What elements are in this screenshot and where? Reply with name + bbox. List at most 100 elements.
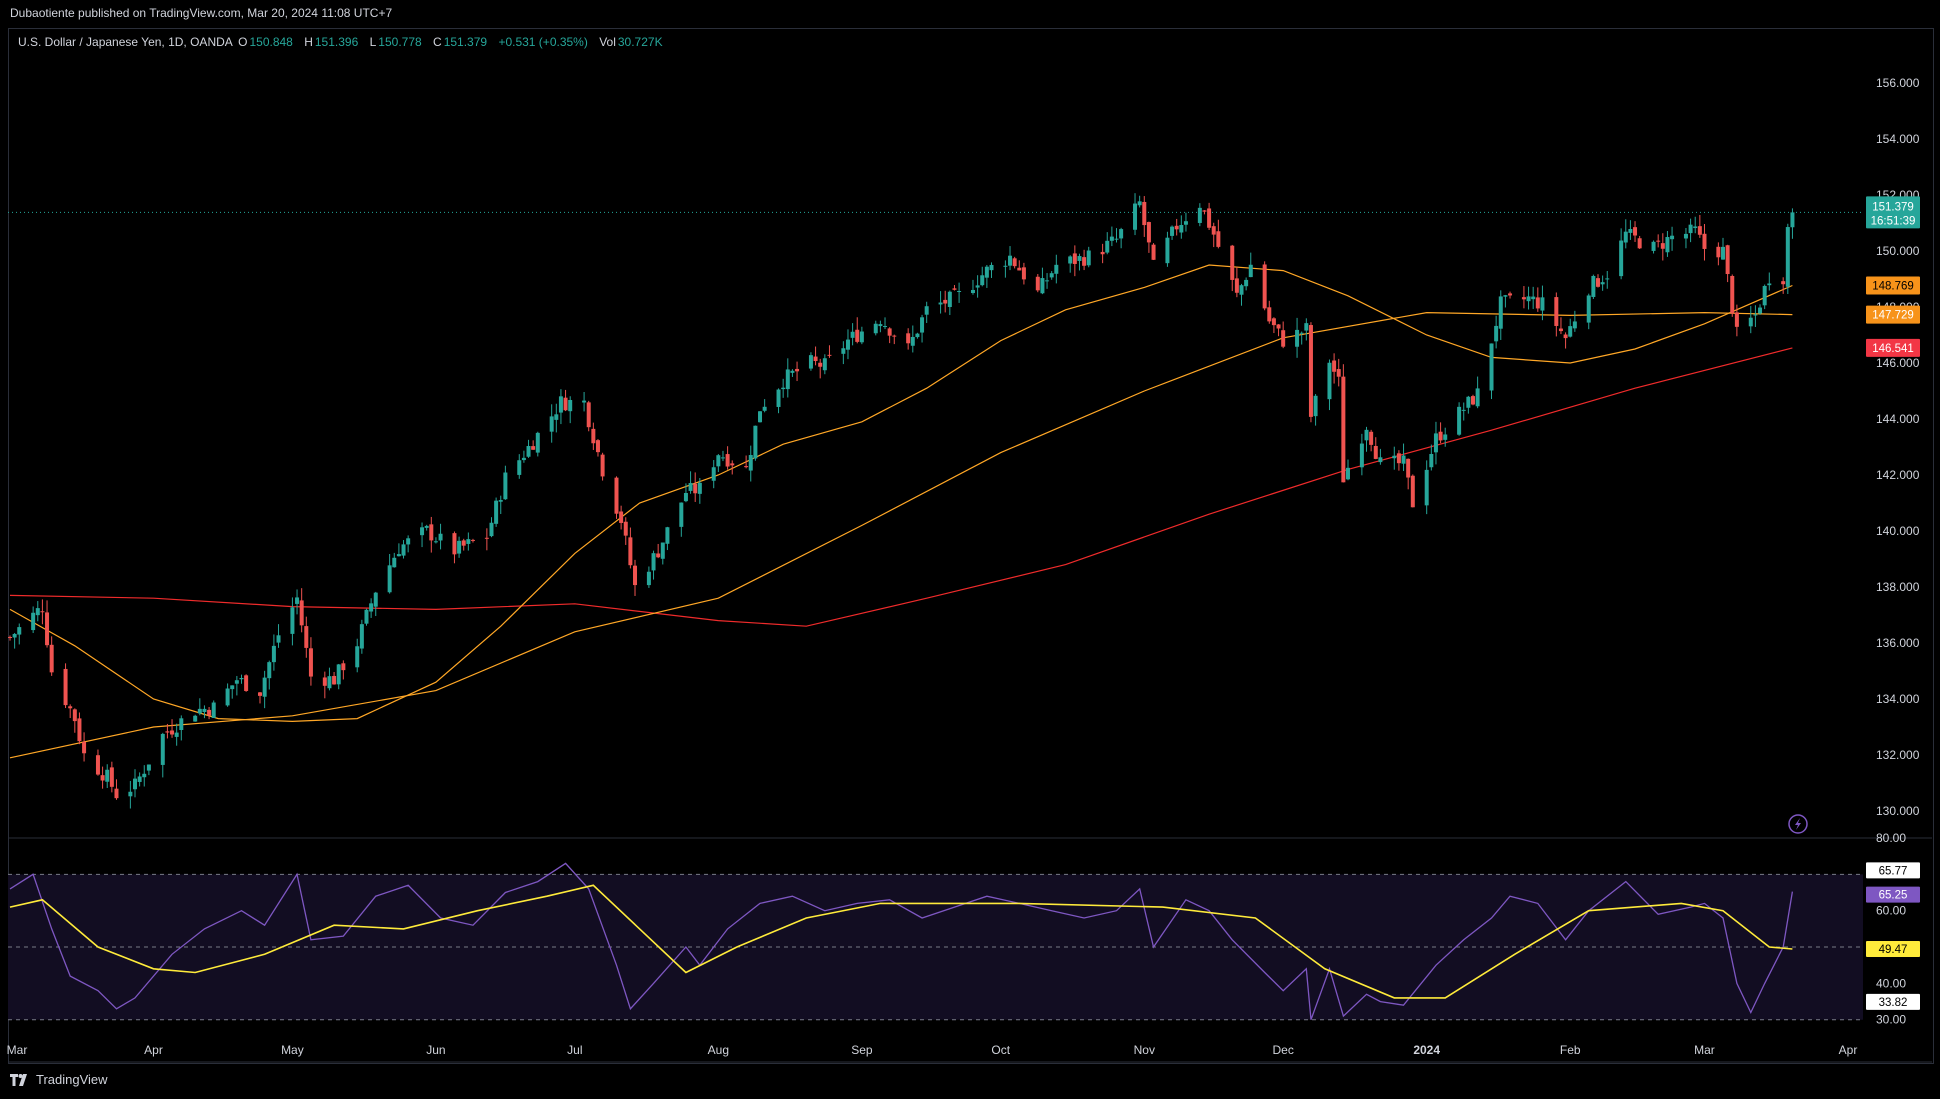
candle-body: [910, 336, 915, 346]
candle-body: [461, 540, 466, 546]
countdown-tag: 16:51:39: [1871, 215, 1916, 227]
rsi-upper-tag-bg: [1866, 862, 1920, 879]
candle-body: [526, 446, 531, 457]
candle-body: [267, 662, 272, 679]
candle-body: [1461, 409, 1466, 411]
rsi-lower-tag-bg: [1866, 993, 1920, 1010]
candle-body: [1008, 255, 1013, 266]
candle-body: [304, 626, 309, 648]
candle-body: [1012, 258, 1017, 267]
rsi-tick-label: 60.00: [1876, 904, 1906, 918]
candle-body: [72, 709, 77, 722]
candle-body: [1688, 224, 1693, 234]
candle-body: [924, 306, 929, 315]
candle-body: [452, 533, 457, 555]
candle-body: [17, 627, 22, 635]
candle-body: [1457, 406, 1462, 435]
candle-body: [758, 411, 763, 423]
candle-body: [197, 708, 202, 714]
candle-body: [855, 329, 860, 342]
last-price-tag: 151.379: [1872, 201, 1914, 213]
candle-body: [591, 428, 596, 444]
candle-body: [82, 741, 87, 754]
candle-body: [109, 767, 114, 787]
candle-body: [892, 335, 897, 337]
candle-body: [1781, 281, 1786, 285]
candle-body: [1424, 469, 1429, 506]
candle-body: [683, 492, 688, 502]
candle-body: [1619, 240, 1624, 277]
candle-body: [1248, 264, 1253, 278]
candle-body: [753, 425, 758, 459]
candle-body: [980, 275, 985, 286]
rsi-ma-tag: 49.47: [1879, 944, 1908, 956]
candle-body: [1670, 235, 1675, 240]
candle-body: [1299, 332, 1304, 334]
candle-body: [841, 348, 846, 354]
candle-body: [1605, 278, 1610, 280]
candle-body: [776, 389, 781, 407]
candle-body: [262, 677, 267, 697]
candle-body: [920, 317, 925, 333]
candle-body: [1508, 293, 1513, 296]
last-price-tag-bg: [1866, 196, 1920, 229]
time-tick-label: Dec: [1273, 1043, 1294, 1057]
candle-body: [1313, 395, 1318, 417]
candle-body: [179, 718, 184, 731]
candle-body: [568, 400, 573, 412]
candle-body: [1345, 467, 1350, 480]
candle-body: [1267, 307, 1272, 322]
candle-body: [688, 483, 693, 491]
candle-body: [1308, 325, 1313, 417]
candle-body: [711, 467, 716, 481]
candle-body: [401, 544, 406, 556]
candle-body: [628, 537, 633, 566]
candle-body: [795, 368, 800, 372]
candle-body: [1572, 321, 1577, 329]
candle-body: [1489, 343, 1494, 391]
high-label: H: [304, 35, 313, 49]
candle-body: [984, 266, 989, 278]
candle-body: [271, 645, 276, 663]
price-tick-label: 136.000: [1876, 636, 1920, 650]
candle-body: [1202, 210, 1207, 212]
moving-average-slow-line: [9, 347, 1793, 627]
candle-body: [308, 648, 313, 677]
candle-body: [336, 664, 341, 685]
candle-body: [1396, 453, 1401, 464]
candle-body: [369, 603, 374, 612]
time-tick-label: Oct: [991, 1043, 1010, 1057]
candle-body: [49, 644, 54, 673]
candle-body: [1683, 233, 1688, 239]
change-value: +0.531 (+0.35%): [498, 35, 588, 49]
candle-body: [322, 677, 327, 686]
candle-body: [1725, 245, 1730, 275]
candle-body: [633, 565, 638, 586]
candle-body: [1262, 264, 1267, 309]
candle-body: [1401, 455, 1406, 464]
candle-body: [1003, 265, 1008, 267]
candle-body: [438, 533, 443, 541]
candle-body: [341, 663, 346, 671]
candle-body: [1049, 273, 1054, 278]
low-label: L: [369, 35, 377, 49]
candle-body: [63, 668, 68, 706]
candle-body: [614, 477, 619, 514]
candle-body: [1633, 227, 1638, 236]
candle-body: [1540, 297, 1545, 311]
candle-body: [1146, 222, 1151, 243]
candle-body: [1466, 396, 1471, 408]
candle-body: [1526, 296, 1531, 302]
moving-average-fast-line: [9, 264, 1793, 723]
candle-body: [957, 290, 962, 292]
time-tick-label: Jul: [567, 1043, 582, 1057]
candle-body: [1767, 283, 1772, 286]
rsi-ma-line: [9, 884, 1793, 999]
candle-body: [808, 355, 813, 369]
time-tick-label: Apr: [1839, 1043, 1858, 1057]
candle-body: [1165, 237, 1170, 264]
volume-label: Vol: [599, 35, 616, 49]
candle-body: [1406, 458, 1411, 478]
price-tick-label: 150.000: [1876, 244, 1920, 258]
